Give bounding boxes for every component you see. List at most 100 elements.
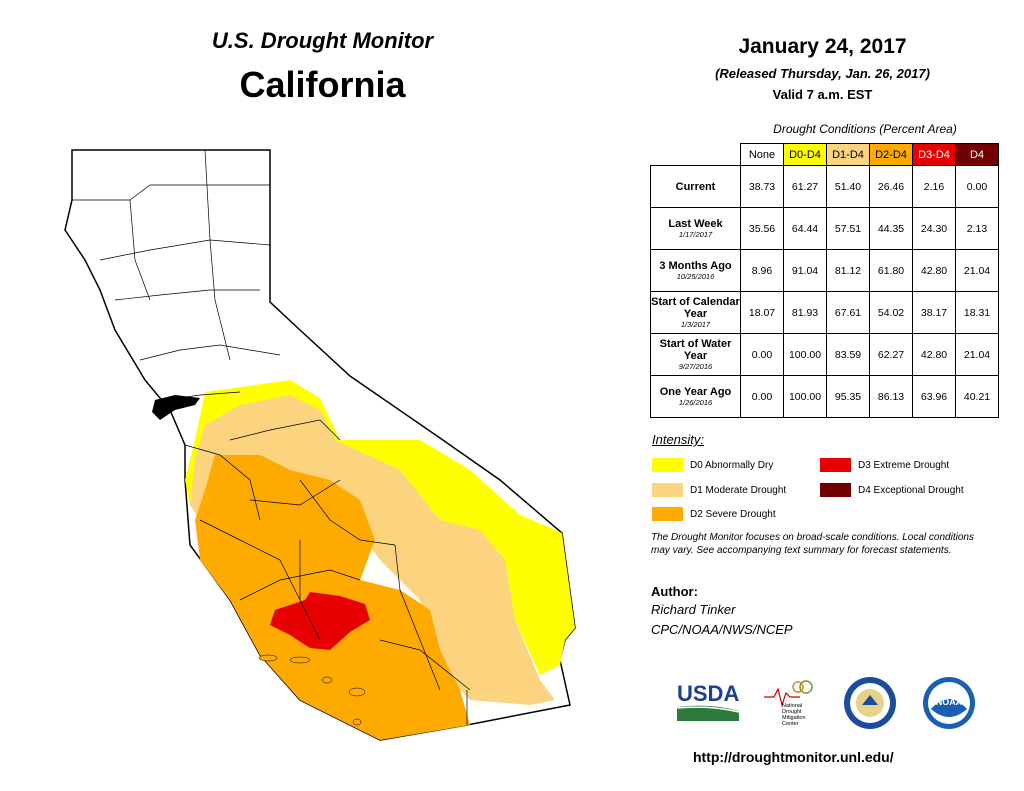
column-header-d2-d4: D2-D4: [869, 143, 913, 166]
table-cell: 2.13: [955, 207, 999, 250]
table-cell: 64.44: [783, 207, 827, 250]
table-row: Start of Water Year 9/27/2016 0.00 100.00 83…: [650, 333, 999, 376]
table-cell: 0.00: [740, 375, 784, 418]
row-date: 1/3/2017: [680, 320, 711, 329]
ndmc-logo-line: Drought: [782, 709, 802, 715]
legend-label: D3 Extreme Drought: [858, 460, 950, 471]
table-cell: 61.27: [783, 165, 827, 208]
table-cell: 67.61: [826, 291, 870, 334]
table-row: Current 38.73 61.27 51.40 26.46 2.16 0.00: [650, 165, 999, 208]
county-lines: [72, 149, 471, 725]
legend-title: Intensity:: [652, 432, 705, 447]
table-cell: 61.80: [869, 249, 913, 292]
legend-label: D2 Severe Drought: [690, 509, 776, 520]
legend-label: D1 Moderate Drought: [690, 485, 787, 496]
usda-logo-text: USDA: [677, 681, 739, 706]
island-4: [348, 687, 366, 697]
table-header-row: None D0-D4 D1-D4 D2-D4 D3-D4 D4: [651, 143, 999, 166]
table-cell: 81.12: [826, 249, 870, 292]
conditions-caption: Drought Conditions (Percent Area): [773, 122, 957, 136]
row-label-text: 3 Months Ago: [659, 260, 732, 272]
state-title: California: [239, 64, 406, 105]
table-cell: 18.31: [955, 291, 999, 334]
column-header-d1-d4: D1-D4: [826, 143, 870, 166]
valid-time: Valid 7 a.m. EST: [772, 87, 873, 102]
row-label: Start of Water Year 9/27/2016: [650, 333, 741, 376]
california-drought-map: [64, 149, 576, 741]
column-header-none: None: [740, 143, 784, 166]
table-cell: 42.80: [912, 249, 956, 292]
table-cell: 83.59: [826, 333, 870, 376]
d0-area: [185, 380, 575, 675]
table-cell: 86.13: [869, 375, 913, 418]
table-cell: 95.35: [826, 375, 870, 418]
table-cell: 0.00: [955, 165, 999, 208]
bay-water: [152, 395, 200, 420]
monitor-title: U.S. Drought Monitor: [211, 28, 434, 53]
table-cell: 35.56: [740, 207, 784, 250]
ndmc-logo-text: National Drought Mitigation Center: [782, 703, 806, 727]
row-label-text: Start of Calendar Year: [651, 296, 740, 320]
table-cell: 51.40: [826, 165, 870, 208]
disclaimer-note: The Drought Monitor focuses on broad-sca…: [651, 532, 974, 556]
release-date: (Released Thursday, Jan. 26, 2017): [715, 66, 930, 81]
row-label: Current: [650, 165, 741, 208]
ndmc-logo[interactable]: National Drought Mitigation Center: [760, 675, 825, 730]
table-cell: 62.27: [869, 333, 913, 376]
noaa-logo[interactable]: NOAA: [921, 675, 977, 731]
table-cell: 18.07: [740, 291, 784, 334]
legend-swatch: [652, 458, 683, 472]
table-cell: 40.21: [955, 375, 999, 418]
legend-swatch: [820, 458, 851, 472]
row-date: 1/26/2016: [678, 398, 713, 407]
table-cell: 2.16: [912, 165, 956, 208]
row-label-text: Start of Water Year: [659, 338, 732, 362]
table-cell: 38.73: [740, 165, 784, 208]
legend-swatch: [820, 483, 851, 497]
column-header-d3-d4: D3-D4: [912, 143, 956, 166]
island-1: [258, 654, 278, 662]
island-3: [321, 676, 333, 684]
website-link[interactable]: http://droughtmonitor.unl.edu/: [693, 749, 894, 765]
table-cell: 38.17: [912, 291, 956, 334]
author-name: Richard Tinker: [651, 602, 736, 617]
legend-label: D0 Abnormally Dry: [690, 460, 774, 471]
row-label: 3 Months Ago 10/25/2016: [650, 249, 741, 292]
table-cell: 24.30: [912, 207, 956, 250]
table-cell: 91.04: [783, 249, 827, 292]
row-label-text: One Year Ago: [659, 386, 732, 398]
table-row: Last Week 1/17/2017 35.56 64.44 57.51 44.35 24…: [650, 207, 999, 250]
row-label: One Year Ago 1/26/2016: [650, 375, 741, 418]
row-date: 9/27/2016: [678, 362, 713, 371]
table-cell: 0.00: [740, 333, 784, 376]
table-cell: 21.04: [955, 249, 999, 292]
island-5: [352, 718, 362, 726]
table-cell: 42.80: [912, 333, 956, 376]
author-label: Author:: [651, 584, 698, 599]
table-row: Start of Calendar Year 1/3/2017 18.07 81.93…: [650, 291, 999, 334]
table-cell: 54.02: [869, 291, 913, 334]
row-label: Last Week 1/17/2017: [650, 207, 741, 250]
table-cell: 63.96: [912, 375, 956, 418]
row-label-text: Current: [675, 180, 716, 193]
department-seal[interactable]: [842, 675, 898, 731]
table-cell: 100.00: [783, 333, 827, 376]
table-row: 3 Months Ago 10/25/2016 8.96 91.04 81.12 61.8…: [650, 249, 999, 292]
row-label: Start of Calendar Year 1/3/2017: [650, 291, 741, 334]
legend-swatch: [652, 507, 683, 521]
legend-label: D4 Exceptional Drought: [858, 485, 964, 496]
ndmc-logo-line: Center: [782, 721, 799, 727]
table-cell: 100.00: [783, 375, 827, 418]
table-body: Current 38.73 61.27 51.40 26.46 2.16 0.00 Last …: [650, 165, 999, 418]
row-date: 10/25/2016: [676, 272, 715, 281]
table-cell: 21.04: [955, 333, 999, 376]
row-label-text: Last Week: [668, 218, 723, 230]
row-date: 1/17/2017: [678, 230, 713, 239]
table-cell: 44.35: [869, 207, 913, 250]
table-row: One Year Ago 1/26/2016 0.00 100.00 95.35 86.1…: [650, 375, 999, 418]
column-header-d4: D4: [955, 143, 999, 166]
d3-area: [270, 592, 370, 650]
author-org: CPC/NOAA/NWS/NCEP: [651, 622, 793, 637]
usda-logo[interactable]: USDA: [675, 675, 745, 725]
map-date: January 24, 2017: [738, 35, 907, 58]
